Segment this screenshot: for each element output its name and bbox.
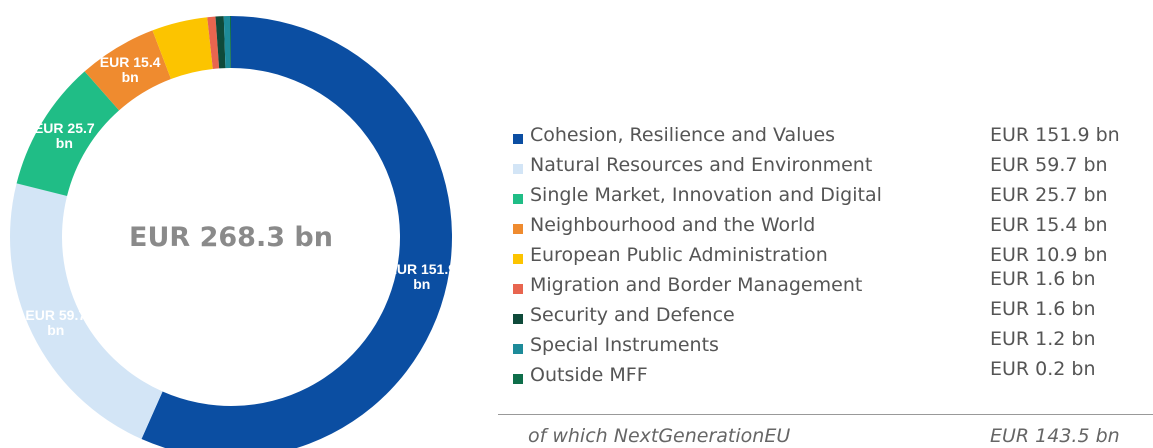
legend-swatch xyxy=(513,374,523,384)
legend-value: EUR 15.4 bn xyxy=(990,214,1108,236)
legend-item: Single Market, Innovation and Digital EUR… xyxy=(513,184,1153,214)
legend-swatch xyxy=(513,344,523,354)
legend-value: EUR 0.2 bn xyxy=(990,358,1096,380)
legend-item: Outside MFF EUR 0.2 bn xyxy=(513,358,1153,394)
legend-label: Natural Resources and Environment xyxy=(530,154,873,176)
legend-item: Special Instruments EUR 1.2 bn xyxy=(513,328,1153,364)
legend-swatch xyxy=(513,224,523,234)
legend-item: Cohesion, Resilience and Values EUR 151.9… xyxy=(513,124,1153,154)
slice-label: EUR 59.7 bn xyxy=(25,306,87,338)
legend-label: European Public Administration xyxy=(530,244,828,266)
legend-label: Cohesion, Resilience and Values xyxy=(530,124,836,146)
slice xyxy=(223,16,231,69)
legend-value: EUR 151.9 bn xyxy=(990,124,1120,146)
divider xyxy=(498,414,1153,415)
legend-swatch xyxy=(513,134,523,144)
legend-swatch xyxy=(513,254,523,264)
slice-label: EUR 25.7 bn xyxy=(33,119,95,151)
legend-label: Single Market, Innovation and Digital xyxy=(530,184,882,206)
legend-swatch xyxy=(513,164,523,174)
slice-label: EUR 15.4 bn xyxy=(99,54,161,86)
legend-label: Special Instruments xyxy=(530,334,719,356)
legend-value: EUR 10.9 bn xyxy=(990,244,1108,266)
note-value: EUR 143.5 bn xyxy=(990,425,1120,447)
legend-value: EUR 59.7 bn xyxy=(990,154,1108,176)
slice xyxy=(141,16,452,448)
legend-item: Migration and Border Management EUR 1.6 b… xyxy=(513,268,1153,304)
slice xyxy=(229,16,231,69)
slice xyxy=(84,30,171,111)
center-label: EUR 268.3 bn xyxy=(129,222,333,253)
legend-label: Migration and Border Management xyxy=(530,274,863,296)
legend-value: EUR 1.6 bn xyxy=(990,298,1096,320)
slice xyxy=(207,16,220,69)
slice xyxy=(10,183,163,440)
legend-swatch xyxy=(513,284,523,294)
legend-item: Neighbourhood and the World EUR 15.4 bn xyxy=(513,214,1153,244)
legend-item: Natural Resources and Environment EUR 59.… xyxy=(513,154,1153,184)
legend-value: EUR 1.2 bn xyxy=(990,328,1096,350)
legend-label: Neighbourhood and the World xyxy=(530,214,816,236)
note-label: of which NextGenerationEU xyxy=(528,425,791,447)
slice-label: EUR 151.9 bn xyxy=(387,261,456,293)
legend-label: Security and Defence xyxy=(530,304,735,326)
legend-item: Security and Defence EUR 1.6 bn xyxy=(513,298,1153,334)
legend-item: European Public Administration EUR 10.9 b… xyxy=(513,244,1153,274)
slice xyxy=(16,71,120,197)
slice xyxy=(215,16,226,69)
legend-label: Outside MFF xyxy=(530,364,648,386)
legend-swatch xyxy=(513,314,523,324)
slice xyxy=(152,17,213,80)
legend-value: EUR 1.6 bn xyxy=(990,268,1096,290)
legend-swatch xyxy=(513,194,523,204)
legend-value: EUR 25.7 bn xyxy=(990,184,1108,206)
